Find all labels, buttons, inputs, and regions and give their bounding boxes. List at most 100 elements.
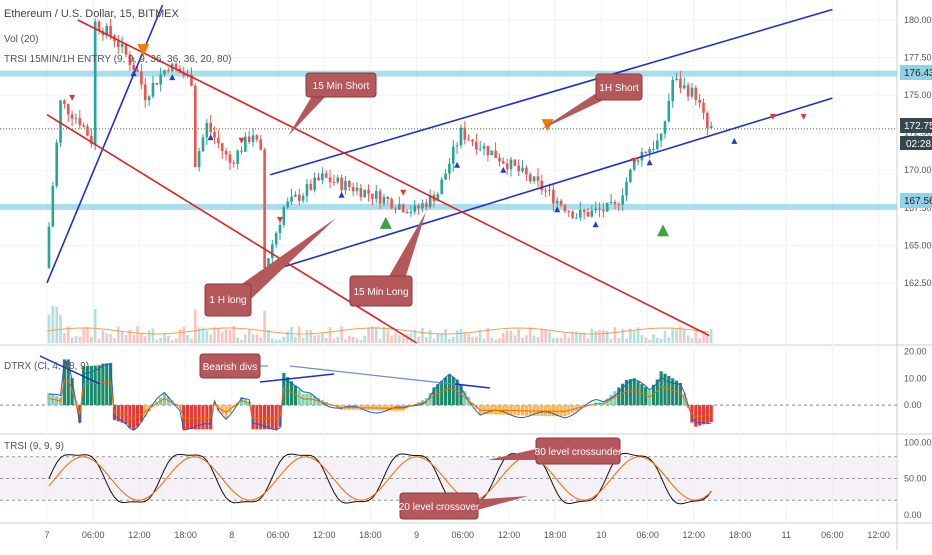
volume-bar [136,326,139,343]
volume-bar [55,307,58,343]
candle-up [321,173,324,180]
dtr-histogram-bar [266,405,271,430]
candle-down [224,151,228,155]
candle-up [521,167,524,172]
candle-up [163,70,166,75]
svg-text:15 Min Long: 15 Min Long [353,287,408,298]
volume-bar [82,329,85,343]
volume-bar [706,335,709,343]
blue-small-signal [169,74,176,81]
volume-bar [297,326,301,343]
x-tick-label: 06:00 [267,530,290,540]
candle-up [605,202,609,212]
candle-down [401,204,405,212]
candle-down [213,131,216,138]
candle-down [117,41,120,47]
symbol-title: Ethereum / U.S. Dollar, 15, BITMEX [4,8,180,20]
candle-down [194,85,197,167]
candle-up [271,244,274,259]
dtr-histogram-bar [621,383,625,406]
candle-up [286,201,289,208]
blue-small-signal [554,206,561,213]
candle-down [66,103,70,115]
volume-bar [544,329,547,343]
trsi-pane-label: TRSI (9, 9, 9) [4,441,64,452]
dtr-histogram-bar [528,405,532,416]
candle-up [205,122,209,138]
dtr-histogram-bar [224,405,228,418]
volume-bar [247,329,251,343]
red-small-signal [69,94,76,101]
svg-text:1 H long: 1 H long [209,295,246,306]
volume-bar [70,337,74,343]
candle-up [363,189,366,198]
candle-up [120,43,124,47]
volume-bar [567,337,571,343]
candle-down [425,203,428,208]
candle-up [301,195,305,201]
volume-bar [351,336,355,343]
dtr-histogram-bar [698,405,702,426]
candle-up [490,150,494,156]
volume-bar [629,328,632,343]
volume-bar [467,333,470,343]
trsi-tick-label: 50.00 [904,474,927,484]
svg-text:176.43: 176.43 [904,68,932,79]
candle-down [698,99,701,103]
candle-down [232,162,236,164]
volume-bar [336,336,340,343]
volume-bar [394,332,397,343]
candle-up [93,21,97,144]
volume-bar [101,330,105,343]
volume-bar [305,330,309,343]
volume-bar [517,329,520,343]
svg-text:Bearish divs: Bearish divs [203,362,257,373]
x-tick-label: 7 [44,530,49,540]
dtr-histogram-bar [671,378,675,406]
volume-bar [425,336,428,343]
volume-bar [340,326,343,343]
volume-bar [540,328,544,343]
badge-level-upper: 176.43 [900,65,932,80]
red-upper-channel [77,19,710,337]
blue-small-signal [592,221,599,228]
svg-text:1H Short: 1H Short [599,83,639,94]
blue-small-signal [207,134,214,141]
candle-down [463,127,467,140]
candle-down [613,202,617,204]
dtr-histogram-bar [162,393,167,406]
candle-up [236,150,239,164]
volume-bar [251,334,255,343]
candle-down [209,122,212,132]
trsi-slow-line [48,456,712,501]
volume-bar [548,331,551,343]
x-tick-label: 12:00 [313,530,336,540]
y-tick-label: 175.00 [904,90,932,100]
volume-bar [236,337,239,343]
candle-down [263,149,266,269]
y-tick-label: 162.50 [904,278,932,288]
volume-bar [259,337,263,343]
volume-bar [274,339,278,343]
candle-up [159,74,162,85]
volume-bar [371,326,374,343]
volume-bar [278,339,282,343]
volume-bar [621,328,624,343]
candle-down [109,25,112,36]
volume-bar [120,331,124,343]
volume-bar [440,333,443,343]
volume-bar [86,327,89,343]
candle-down [174,63,178,69]
volume-bar [97,338,101,343]
volume-bar [413,329,417,343]
volume-bar [667,337,671,343]
blue-lower-channel [270,97,833,272]
candle-down [536,176,540,181]
x-tick-label: 12:00 [867,530,890,540]
y-tick-label: 180.00 [904,15,932,25]
level-band [0,70,897,77]
candle-down [340,177,343,191]
dtr-histogram-bar [101,363,105,406]
dtr-histogram-bar [678,382,682,406]
red-small-signal [769,113,776,120]
